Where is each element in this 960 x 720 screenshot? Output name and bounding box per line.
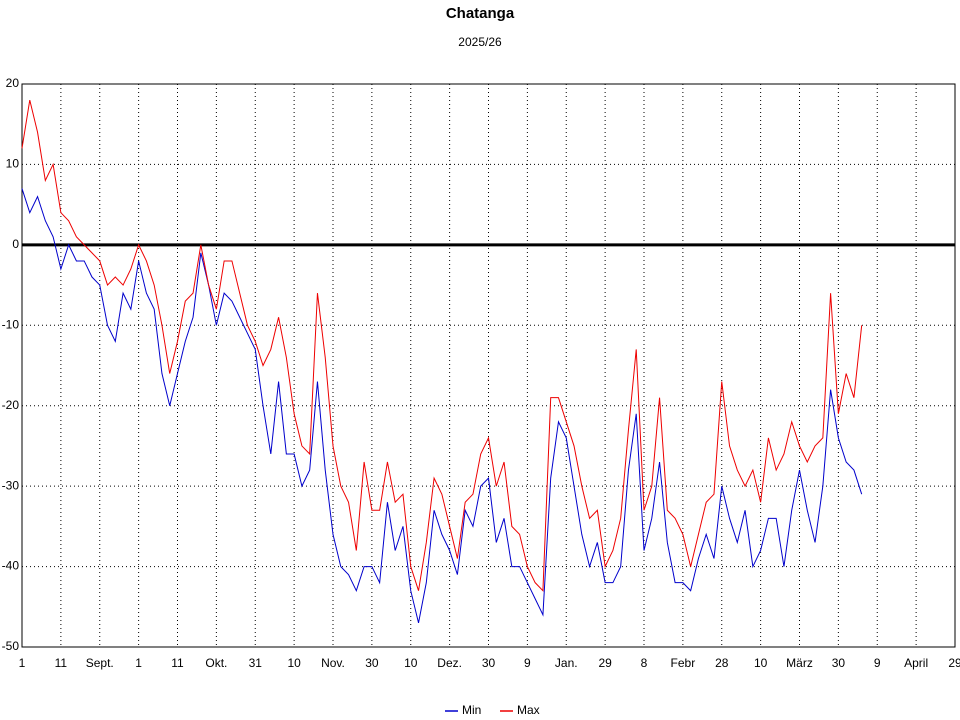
plot-frame: [21, 83, 956, 648]
x-tick-label: 11: [171, 656, 184, 670]
x-tick-label: 1: [135, 656, 142, 670]
x-tick-label: April: [904, 656, 928, 670]
legend-label: Min: [462, 703, 481, 717]
x-tick-label: Sept.: [86, 656, 114, 670]
y-tick-label: -20: [2, 398, 20, 412]
x-tick-label: Jan.: [555, 656, 578, 670]
x-tick-label: Okt.: [205, 656, 227, 670]
x-tick-label: 10: [287, 656, 301, 670]
y-tick-label: 20: [6, 76, 20, 90]
y-tick-label: 10: [6, 157, 20, 171]
x-tick-label: 30: [832, 656, 846, 670]
x-tick-label: 29: [598, 656, 612, 670]
line-series: [21, 99, 863, 592]
y-tick-label: -10: [2, 317, 20, 331]
x-tick-label: 10: [404, 656, 418, 670]
chart-subtitle: 2025/26: [458, 35, 502, 49]
y-tick-label: -40: [2, 559, 20, 573]
x-tick-label: 11: [55, 656, 68, 670]
x-tick-label: 1: [19, 656, 26, 670]
y-tick-label: 0: [12, 237, 19, 251]
x-tick-label: Nov.: [321, 656, 345, 670]
y-tick-label: -50: [2, 639, 20, 653]
chart-title: Chatanga: [446, 5, 515, 22]
x-tick-label: 9: [524, 656, 531, 670]
x-tick-label: 30: [482, 656, 496, 670]
line-series: [21, 188, 863, 623]
x-tick-label: 28: [715, 656, 729, 670]
x-tick-label: 9: [874, 656, 881, 670]
y-tick-label: -30: [2, 478, 20, 492]
x-tick-label: Dez.: [437, 656, 462, 670]
x-tick-label: 8: [641, 656, 648, 670]
x-tick-label: Febr: [671, 656, 696, 670]
x-tick-label: 29: [948, 656, 960, 670]
x-tick-label: 31: [249, 656, 263, 670]
x-tick-label: März: [786, 656, 813, 670]
x-tick-label: 30: [365, 656, 379, 670]
x-tick-label: 10: [754, 656, 768, 670]
legend-label: Max: [517, 703, 540, 717]
